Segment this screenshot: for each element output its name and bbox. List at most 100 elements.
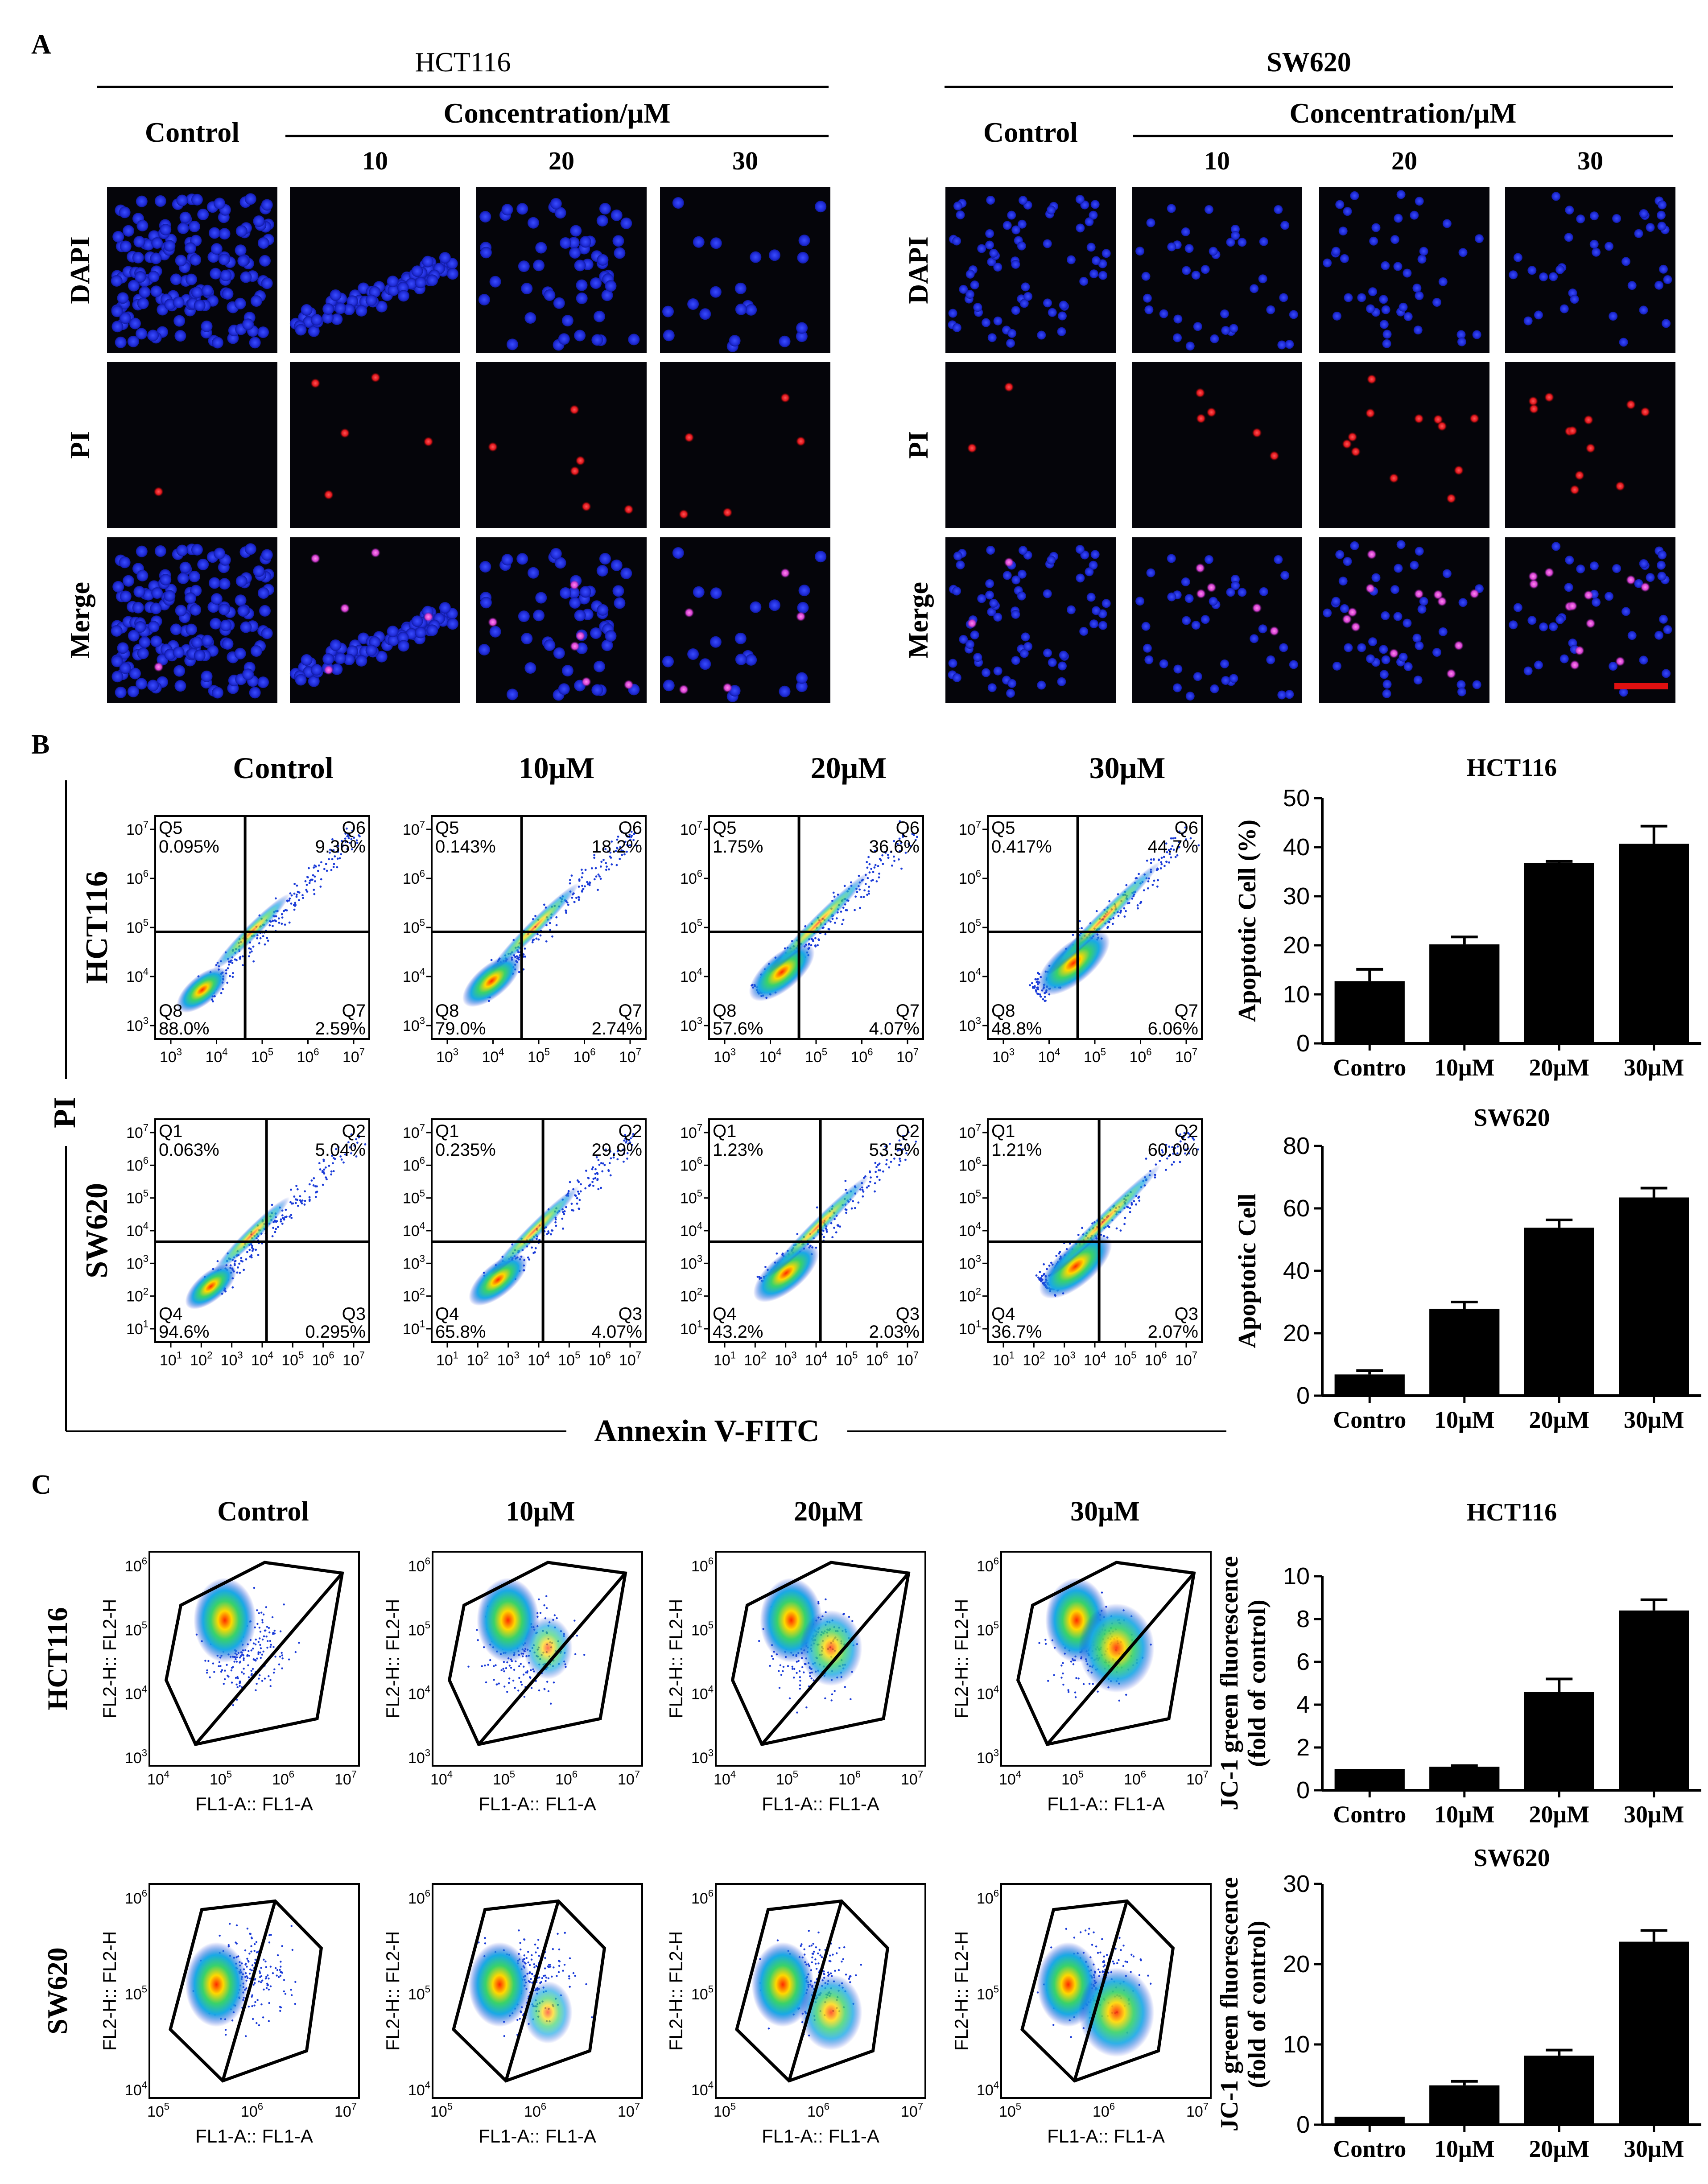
nucleus [768,599,780,611]
pi-spot [1544,567,1554,577]
event-dot [251,1673,253,1675]
event-dot [344,841,347,843]
event-dot [247,1960,249,1962]
event-dot [524,955,526,958]
x-tick-label: 107 [901,1769,923,1788]
event-dot [523,1665,525,1668]
nucleus [1474,234,1484,243]
nucleus [970,280,979,290]
event-dot [269,1679,272,1681]
quadrant-value: 57.6% [713,1019,763,1038]
event-dot [331,838,334,841]
event-dot [227,967,229,969]
nucleus [151,587,163,599]
event-dot [547,1230,549,1232]
nucleus [176,544,188,556]
event-dot [1170,848,1172,850]
event-dot [236,1686,239,1688]
event-dot [314,1195,317,1198]
event-dot [549,922,551,924]
nucleus [1159,659,1168,668]
event-dot [239,956,242,958]
event-dot [609,855,611,858]
event-dot [1174,837,1176,839]
event-dot [598,1163,601,1166]
event-dot [909,845,912,847]
nucleus [1209,247,1218,256]
nucleus [1011,656,1020,665]
event-dot [891,864,893,867]
nucleus [129,668,141,680]
event-dot [558,1965,561,1967]
event-dot [878,1169,880,1171]
x-tick-label: 106 [524,2101,546,2120]
event-dot [562,1211,565,1213]
event-dot [788,1697,791,1700]
nucleus [1371,573,1381,582]
nucleus [234,297,246,309]
event-dot [573,1619,576,1622]
pi-spot [371,548,381,558]
event-dot [1140,901,1143,903]
control-header: Control [145,116,239,148]
event-dot [623,1149,626,1152]
event-dot [1060,1677,1063,1679]
event-dot [862,1195,864,1198]
pi-spot [569,404,579,415]
event-dot [236,1698,238,1701]
nucleus [1393,612,1403,621]
event-dot [220,992,223,994]
event-dot [258,1970,261,1973]
nucleus [1413,676,1423,685]
event-dot [280,1218,282,1221]
nucleus [612,235,624,247]
nucleus [1344,293,1353,302]
control-header: Control [983,116,1078,148]
nucleus [128,630,140,642]
event-dot [356,842,359,844]
nucleus [1344,643,1353,652]
event-dot [574,1974,576,1977]
event-dot [281,1667,283,1669]
image-tile-merge [107,537,277,703]
quadrant-name: Q8 [159,1001,182,1021]
event-dot [240,1257,243,1259]
event-dot [1165,861,1168,863]
event-dot [518,1929,520,1932]
event-dot [875,1170,877,1173]
event-dot [529,1677,532,1679]
event-dot [288,921,291,924]
nucleus [194,649,206,661]
nucleus [355,655,367,667]
event-dot [588,883,590,886]
event-dot [623,1160,625,1163]
event-dot [572,1972,575,1974]
nucleus [1403,662,1413,672]
nucleus [1323,608,1332,618]
event-dot [1176,1145,1179,1148]
event-dot [573,901,576,903]
nucleus [710,636,722,648]
pi-spot [1570,660,1580,670]
event-dot [281,923,283,925]
nucleus [576,279,588,291]
pi-spot [1389,473,1399,483]
event-dot [1172,849,1175,851]
nucleus [1565,556,1574,565]
x-tick-label: 105 [558,1350,580,1369]
event-dot [238,1262,241,1265]
event-dot [204,1660,206,1662]
event-dot [558,1960,561,1963]
quadrant-name: Q7 [342,1001,366,1021]
nucleus [133,586,145,598]
event-dot [527,1951,529,1953]
event-dot [876,1175,879,1178]
x-tick-label: 107 [1186,1769,1209,1788]
x-tick-label: 105 [251,1047,273,1066]
event-dot [524,947,526,950]
y-tick-label: 106 [959,868,981,887]
